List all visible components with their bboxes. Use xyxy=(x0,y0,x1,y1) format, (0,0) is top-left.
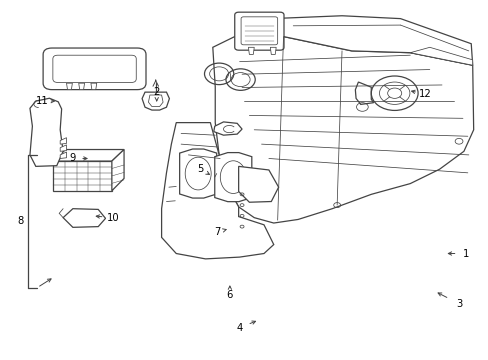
Text: 12: 12 xyxy=(418,89,430,99)
Polygon shape xyxy=(66,83,72,90)
Text: 1: 1 xyxy=(462,248,468,258)
Polygon shape xyxy=(271,16,472,65)
Polygon shape xyxy=(248,47,254,54)
Polygon shape xyxy=(53,149,124,161)
Polygon shape xyxy=(53,161,112,191)
Polygon shape xyxy=(212,19,473,223)
Polygon shape xyxy=(148,95,163,107)
Polygon shape xyxy=(270,47,276,54)
Text: 10: 10 xyxy=(106,213,119,222)
Polygon shape xyxy=(142,92,169,110)
Polygon shape xyxy=(161,123,273,259)
Polygon shape xyxy=(238,166,278,202)
Ellipse shape xyxy=(220,161,246,193)
Text: 3: 3 xyxy=(455,299,461,309)
Polygon shape xyxy=(179,149,216,198)
Polygon shape xyxy=(213,122,242,135)
Text: 4: 4 xyxy=(236,323,242,333)
Polygon shape xyxy=(214,153,251,202)
Text: 6: 6 xyxy=(226,291,233,301)
Text: 9: 9 xyxy=(69,153,76,163)
Polygon shape xyxy=(30,98,63,166)
FancyBboxPatch shape xyxy=(43,48,146,90)
Polygon shape xyxy=(60,145,66,151)
Polygon shape xyxy=(409,47,472,65)
Text: 11: 11 xyxy=(36,96,48,106)
Text: 7: 7 xyxy=(214,227,221,237)
FancyBboxPatch shape xyxy=(53,55,136,82)
Polygon shape xyxy=(355,82,373,104)
Polygon shape xyxy=(91,83,97,90)
Polygon shape xyxy=(60,152,66,158)
FancyBboxPatch shape xyxy=(234,12,284,50)
Polygon shape xyxy=(63,209,105,227)
FancyBboxPatch shape xyxy=(241,17,277,45)
Ellipse shape xyxy=(185,157,211,190)
Polygon shape xyxy=(60,138,66,144)
Text: 8: 8 xyxy=(17,216,23,226)
Polygon shape xyxy=(112,149,124,191)
Text: 2: 2 xyxy=(153,87,160,97)
Text: 5: 5 xyxy=(197,164,203,174)
Polygon shape xyxy=(79,83,84,90)
